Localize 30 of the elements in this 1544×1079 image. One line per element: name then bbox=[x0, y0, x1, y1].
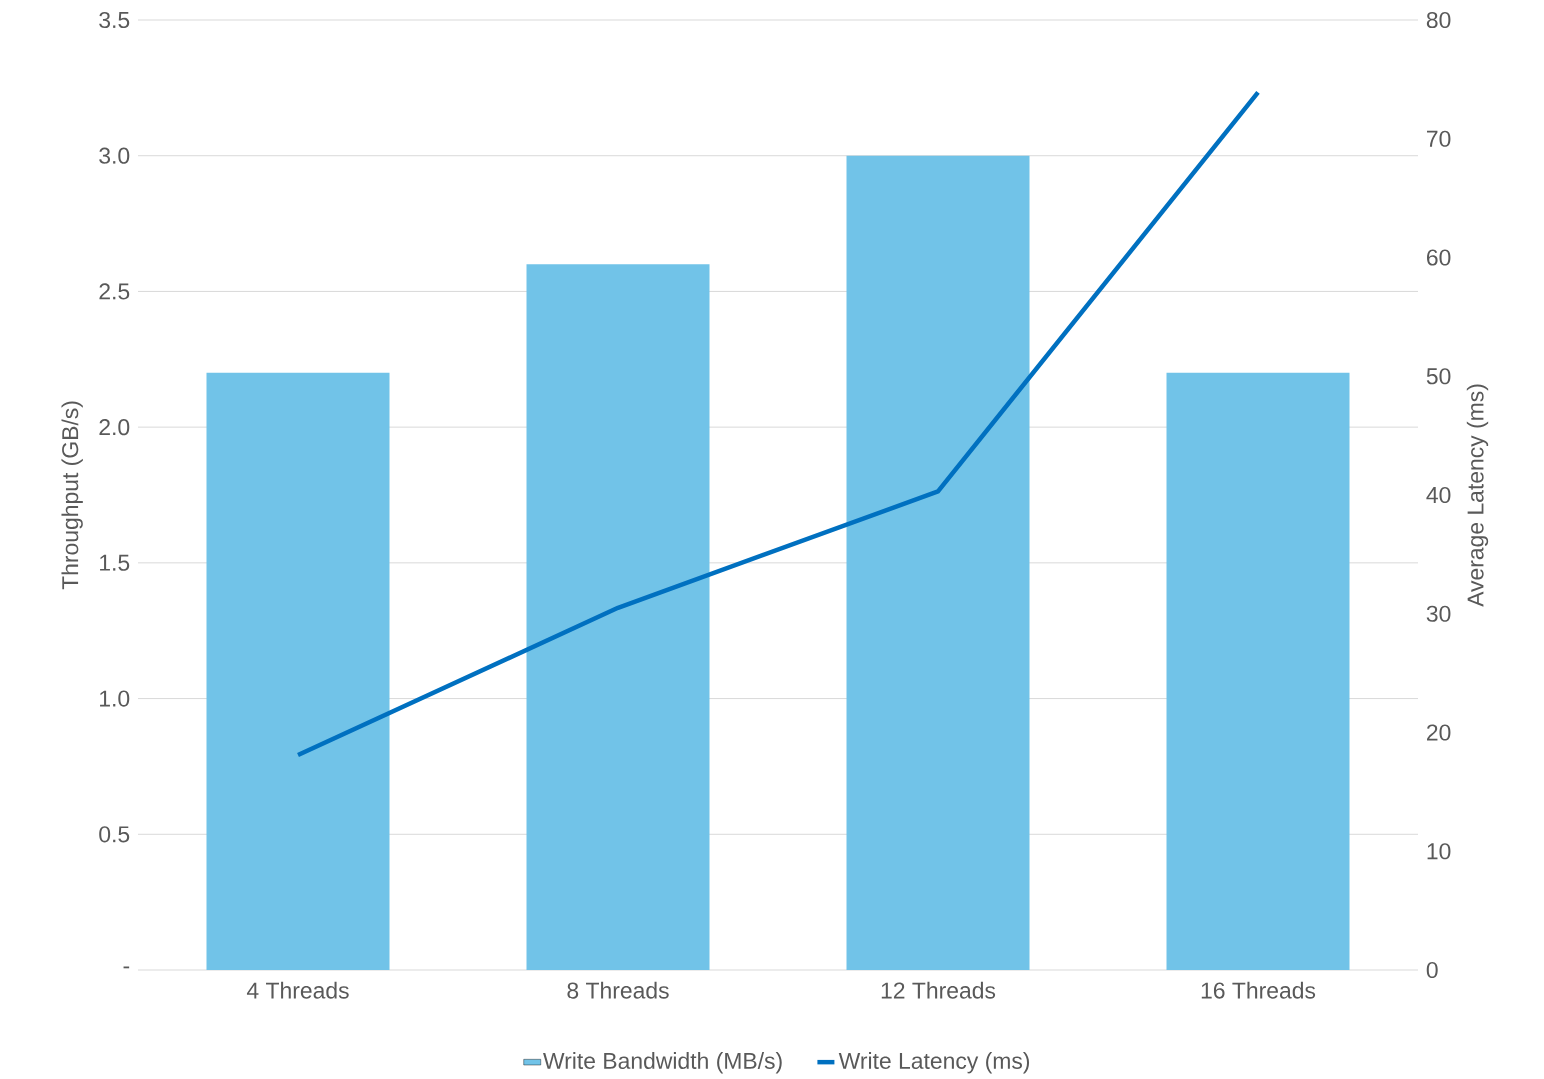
y2-tick-label: 0 bbox=[1426, 961, 1438, 979]
y2-tick-label: 40 bbox=[1426, 486, 1451, 504]
bar bbox=[1166, 372, 1350, 970]
x-tick-label: 16 Threads bbox=[1201, 981, 1316, 999]
line-series bbox=[295, 90, 1261, 758]
y-tick-label: 2.5 bbox=[99, 283, 130, 300]
bar bbox=[206, 372, 390, 970]
x-tick-label: 4 Threads bbox=[246, 981, 349, 999]
y2-axis-title: Average Latency (ms) bbox=[1466, 384, 1489, 607]
y-tick-label: 0.5 bbox=[99, 826, 130, 843]
y2-tick-label: 70 bbox=[1427, 130, 1451, 147]
y2-tick-label: 20 bbox=[1427, 724, 1451, 741]
y2-tick-label: 30 bbox=[1426, 605, 1451, 622]
y-tick-label: - bbox=[123, 966, 130, 969]
y-tick-label: 1.5 bbox=[100, 554, 130, 571]
legend-label: Write Bandwidth (MB/s) bbox=[543, 1052, 782, 1074]
y-tick-label: 1.0 bbox=[100, 690, 130, 707]
y-tick-label: 3.5 bbox=[99, 11, 130, 29]
y2-tick-label: 50 bbox=[1426, 368, 1451, 385]
y-tick-label: 3.0 bbox=[99, 147, 130, 164]
x-tick-label: 12 Threads bbox=[881, 981, 996, 999]
y-tick-label: 2.0 bbox=[99, 419, 130, 436]
bar bbox=[846, 155, 1030, 970]
x-tick-label: 8 Threads bbox=[567, 981, 669, 999]
y2-tick-label: 60 bbox=[1427, 249, 1451, 266]
legend-label: Write Latency (ms) bbox=[838, 1052, 1030, 1074]
bar bbox=[526, 264, 710, 970]
y-axis-title: Throughput (GB/s) bbox=[61, 401, 83, 590]
y2-tick-label: 80 bbox=[1426, 11, 1451, 29]
y2-tick-label: 10 bbox=[1427, 843, 1451, 860]
